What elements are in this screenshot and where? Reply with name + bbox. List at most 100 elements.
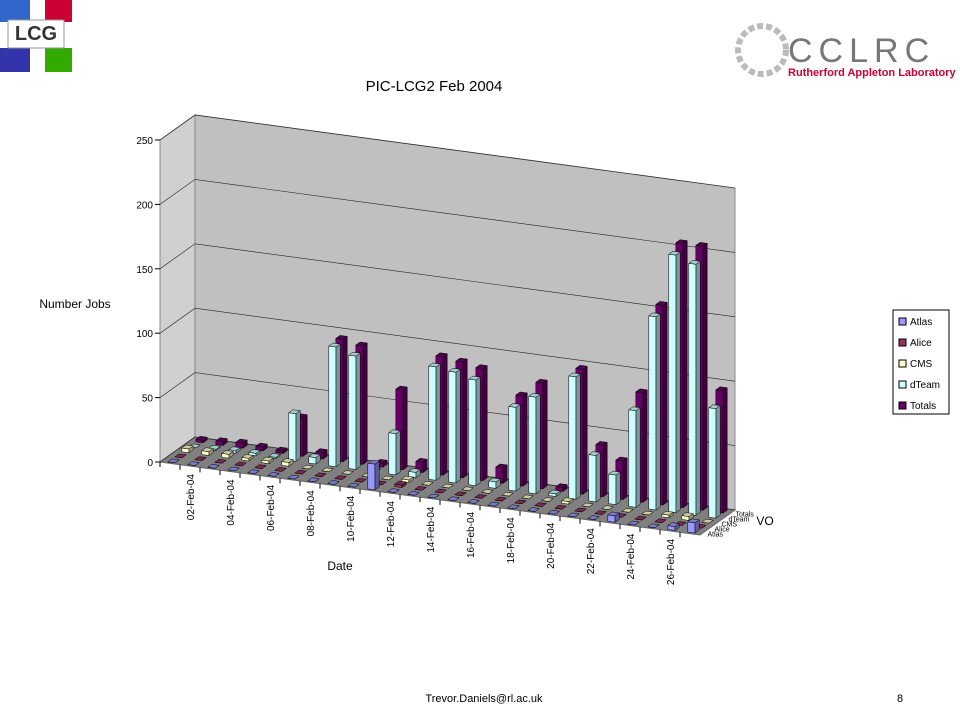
- bar-side: [575, 373, 581, 500]
- bar-side: [462, 358, 468, 479]
- x-tick-label: 04-Feb-04: [226, 479, 237, 526]
- bar: [348, 351, 361, 470]
- bar-side: [722, 387, 728, 514]
- bar-top: [301, 464, 314, 470]
- bar-top: [508, 403, 521, 408]
- x-tick-label: 12-Feb-04: [386, 501, 397, 548]
- bar-top: [215, 437, 228, 442]
- bar-top: [467, 499, 480, 504]
- x-tick-label: 20-Feb-04: [546, 522, 557, 569]
- bar-top: [434, 488, 447, 494]
- bar-top: [468, 375, 481, 381]
- bar: [388, 429, 401, 476]
- bar-side: [355, 352, 361, 470]
- bar-front: [468, 378, 477, 486]
- bar-top: [354, 477, 367, 483]
- bar-top: [535, 378, 548, 384]
- bar-top: [454, 491, 467, 496]
- bar-top: [668, 250, 681, 256]
- bar-top: [388, 429, 401, 434]
- bar-top: [461, 486, 474, 491]
- bar: [247, 469, 260, 474]
- bar-top: [521, 494, 534, 500]
- bar-front: [388, 432, 397, 476]
- bar: [308, 453, 321, 465]
- bar-side: [702, 242, 708, 511]
- bar-side: [435, 363, 441, 481]
- bar-top: [414, 486, 427, 491]
- bar-top: [494, 496, 507, 502]
- bar-front: [328, 345, 337, 468]
- bar-top: [228, 446, 241, 451]
- bar: [615, 456, 628, 501]
- bar-front: [608, 473, 617, 505]
- bar: [301, 464, 314, 470]
- bar-front: [288, 412, 297, 462]
- bar-front: [367, 462, 376, 491]
- bar: [568, 372, 581, 500]
- bar-top: [328, 342, 341, 348]
- footer: Trevor.Daniels@rl.ac.uk: [425, 693, 543, 705]
- bar-top: [441, 483, 454, 489]
- bar-top: [348, 351, 361, 357]
- bar-top: [487, 501, 500, 507]
- bar-top: [347, 482, 360, 488]
- bar-top: [194, 456, 207, 461]
- bar: [187, 461, 200, 466]
- bar-side: [374, 460, 380, 491]
- bar: [468, 375, 481, 487]
- x-tick-label: 26-Feb-04: [666, 539, 677, 586]
- bar-side: [295, 410, 301, 462]
- bar: [328, 342, 341, 468]
- bar-side: [662, 301, 668, 506]
- y-tick-label: 100: [136, 329, 153, 340]
- bar-top: [561, 497, 574, 502]
- bar: [434, 488, 447, 494]
- bar: [521, 494, 534, 500]
- bar-top: [174, 453, 187, 459]
- grid-line: [159, 114, 736, 189]
- bar-top: [661, 510, 674, 516]
- bar-top: [681, 512, 694, 517]
- bar-top: [675, 239, 688, 244]
- bar: [681, 512, 694, 521]
- bar-top: [355, 341, 368, 347]
- bar: [555, 483, 568, 492]
- bar-top: [568, 372, 581, 378]
- bar: [414, 486, 427, 491]
- bar-top: [641, 510, 654, 516]
- bar-front: [607, 514, 616, 523]
- z-tick-label: CMS: [722, 522, 738, 529]
- y-tick-label: 150: [136, 265, 153, 276]
- bar-top: [401, 475, 414, 481]
- x-tick-label: 22-Feb-04: [586, 528, 597, 575]
- bar: [661, 510, 674, 519]
- bar: [215, 437, 228, 447]
- x-tick-label: 16-Feb-04: [466, 511, 477, 558]
- bar: [647, 523, 660, 528]
- bar-side: [682, 240, 688, 509]
- bar: [488, 477, 501, 489]
- bar-top: [307, 477, 320, 483]
- bar: [167, 458, 180, 464]
- bar: [347, 482, 360, 488]
- bar: [248, 449, 261, 457]
- bar-front: [448, 370, 457, 484]
- bar-top: [527, 507, 540, 512]
- bar: [608, 470, 621, 506]
- bar: [275, 446, 288, 455]
- bar: [294, 469, 307, 475]
- bar-side: [542, 379, 548, 490]
- bar: [648, 312, 661, 511]
- y-tick-label: 0: [147, 458, 153, 469]
- bar: [581, 502, 594, 508]
- z-axis-title: VO: [756, 514, 773, 528]
- bar-side: [342, 335, 348, 463]
- bar-top: [387, 488, 400, 493]
- bar-side: [615, 471, 621, 506]
- bar-top: [475, 364, 488, 369]
- bar: [701, 518, 714, 524]
- bar: [607, 511, 620, 523]
- bar: [268, 453, 281, 460]
- bar-top: [615, 456, 628, 462]
